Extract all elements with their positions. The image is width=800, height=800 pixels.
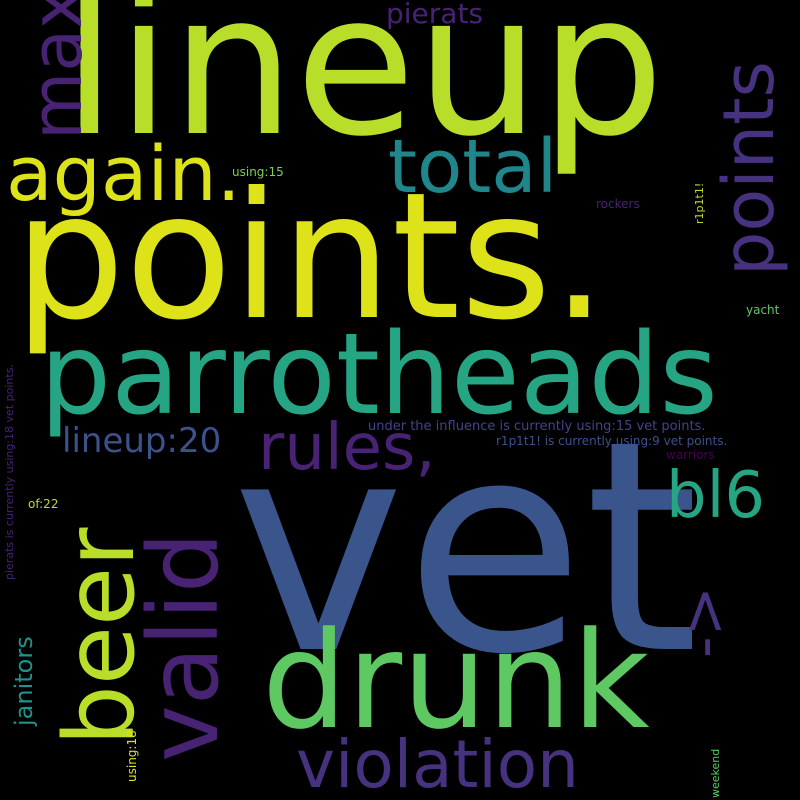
word-of-22: of:22 — [28, 497, 59, 511]
word-points-large: points. — [14, 156, 608, 359]
word-again: again. — [6, 129, 241, 218]
word-lineup-20: lineup:20 — [62, 421, 222, 461]
word-arrow: -> — [669, 586, 739, 658]
word-violation: violation — [296, 726, 579, 800]
phrase-under-the-influence: under the influence is currently using:1… — [368, 419, 706, 434]
word-yacht: yacht — [746, 303, 780, 317]
word-lineup-large: lineup — [62, 0, 665, 180]
word-max: max — [16, 0, 98, 140]
word-r1p1t1: r1p1t1! — [693, 182, 706, 224]
phrase-r1p1t1-using: r1p1t1! is currently using:9 vet points. — [496, 434, 728, 448]
phrase-pierats-using: pierats is currently using:18 vet points… — [3, 364, 16, 580]
word-janitors: janitors — [10, 636, 38, 726]
word-using-15: using:15 — [232, 165, 284, 179]
word-parrotheads: parrotheads — [40, 310, 718, 440]
word-valid: valid — [128, 532, 240, 762]
word-total: total — [388, 124, 558, 210]
word-drunk: drunk — [262, 603, 650, 759]
word-weekend: weekend — [709, 748, 722, 798]
word-rockers: rockers — [596, 197, 640, 211]
word-using-18: using:18 — [125, 730, 139, 782]
word-rules: rules, — [258, 411, 436, 485]
word-pierats: pierats — [386, 0, 484, 30]
word-bl6: bl6 — [666, 459, 766, 533]
word-points-vertical: points — [708, 61, 790, 276]
word-warriors: warriors — [666, 448, 715, 462]
word-vet: vet — [232, 378, 699, 718]
